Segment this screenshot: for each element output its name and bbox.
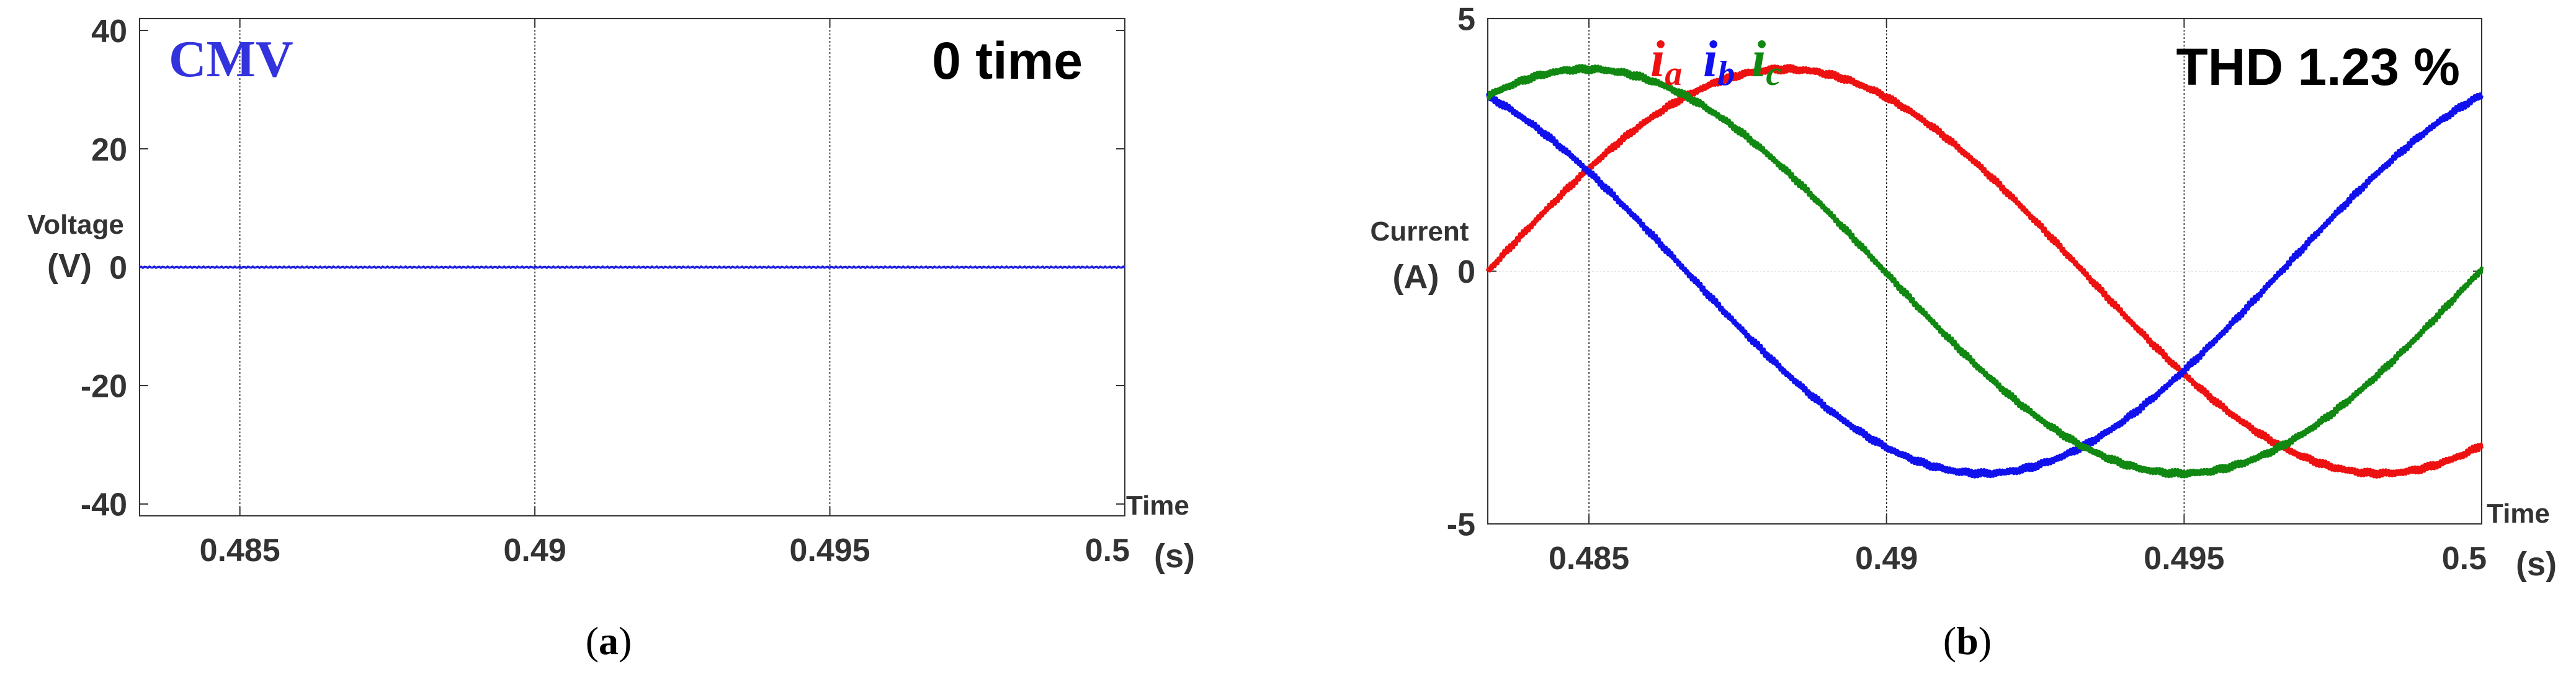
panel-b-ticks: 5 0 -5 0.485 0.49 0.495 0.5 [1447,2,2487,577]
panel-b-ylabel-line1: Current [1371,216,1469,247]
panel-a-ticks: 40 20 0 -20 -40 0.485 0.49 0.495 0.5 [81,14,1130,569]
panel-a-ylabel-line1: Voltage [27,210,124,240]
panel-a-xlabel-unit: (s) [1154,538,1195,575]
panel-b-legend-ia: ia [1650,30,1682,93]
panel-a-xlabel-time: Time [1126,490,1189,521]
panel-b-series-i-b [1486,92,2484,479]
panel-b-series-i-a [1486,64,2484,479]
panel-a-ylabel-line2: (V) [47,247,92,285]
panel-b-xtick-label: 0.485 [1549,541,1629,577]
panel-a-ytick-label: -20 [81,369,127,405]
panel-b-xtick-label: 0.5 [2442,541,2487,577]
panel-a-series-CMV [139,265,1126,269]
panel-b-ytick-label: 0 [1457,254,1475,290]
panel-a-legend-cmv: CMV [169,30,293,88]
panel-a-ytick-label: 0 [109,250,127,286]
panel-b-legend-ib: ib [1703,30,1735,93]
panel-b-ytick-label: -5 [1447,507,1475,543]
panel-b-legend-ic: ic [1751,30,1781,93]
panel-b-series-i-c [1487,64,2484,479]
panel-b-caption: (b) [1943,619,1992,663]
panel-a-grid [239,19,831,516]
panel-a-xtick-label: 0.485 [200,533,280,569]
panel-b-ylabel-line2: (A) [1393,259,1439,296]
panel-a-annotation: 0 time [932,32,1083,90]
panel-a-ytick-label: -40 [81,487,127,523]
panel-b-grid [1488,19,2482,524]
panel-b-series [1486,64,2484,479]
panel-b-xlabel-time: Time [2487,498,2550,529]
panel-b-annotation: THD 1.23 % [2176,38,2461,96]
panel-b-xlabel-unit: (s) [2516,546,2557,583]
panel-a-series [139,265,1126,269]
panel-a-ytick-label: 20 [91,132,127,168]
panel-a-xtick-label: 0.49 [503,533,566,569]
panel-b-current-chart: 5 0 -5 0.485 0.49 0.495 0.5 ia ib ic THD 1.23 … [1371,2,2557,663]
panel-a-caption: (a) [586,619,632,663]
panel-a-ytick-label: 40 [91,14,127,50]
panel-a-xtick-label: 0.495 [789,533,870,569]
panel-b-xtick-label: 0.49 [1855,541,1918,577]
panel-b-ytick-label: 5 [1457,2,1475,38]
panel-b-legend: ia ib ic [1650,30,1781,93]
panel-a-xtick-label: 0.5 [1085,533,1130,569]
panel-b-xtick-label: 0.495 [2144,541,2224,577]
